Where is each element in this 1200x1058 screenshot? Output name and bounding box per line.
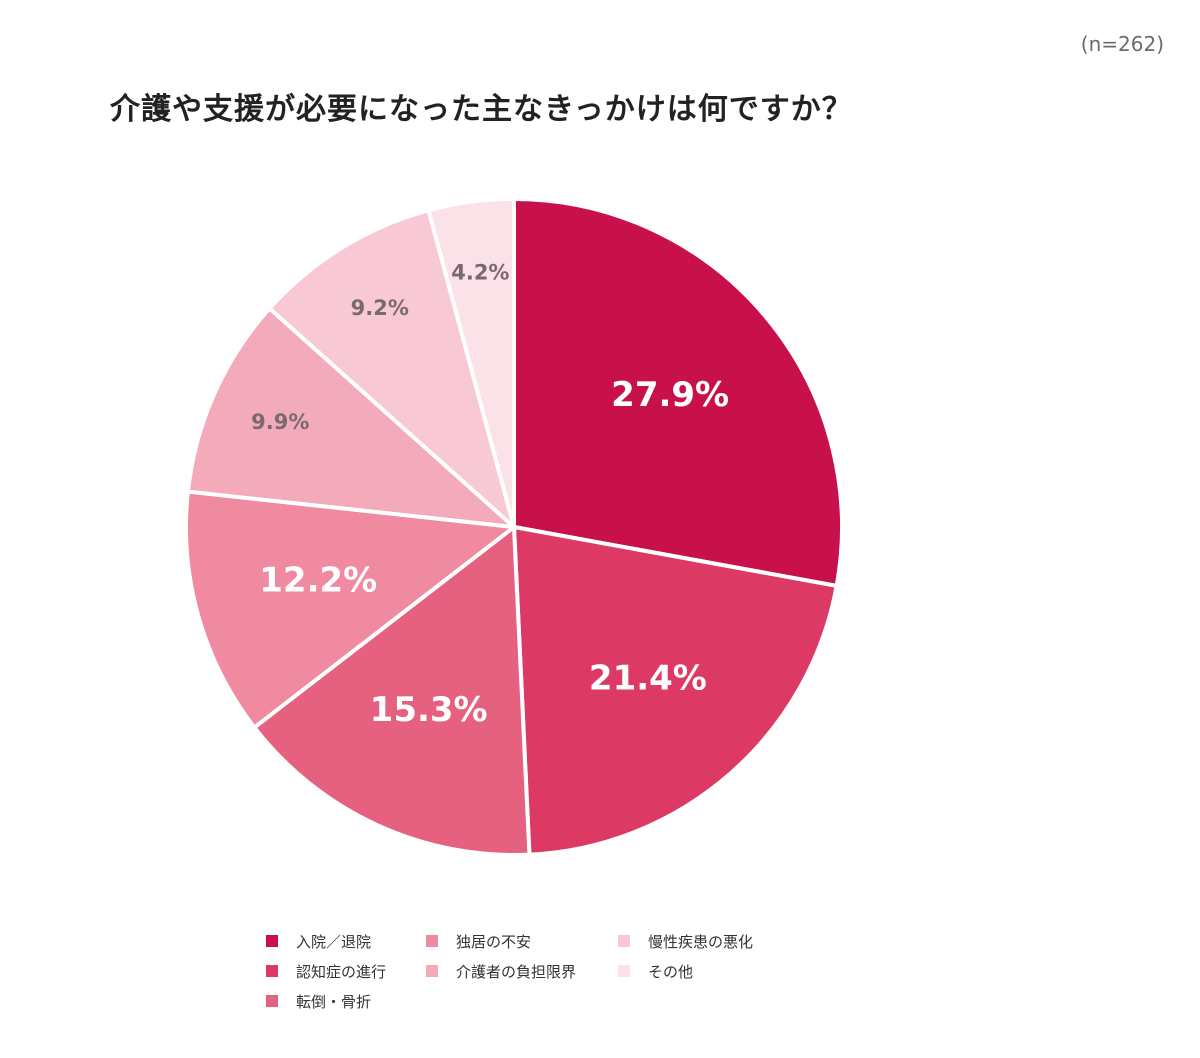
pie-slice-label-4: 12.2% xyxy=(259,561,377,601)
legend-swatch xyxy=(426,965,438,977)
pie-slice-3 xyxy=(252,525,532,857)
pie-slice-label-2: 21.4% xyxy=(589,659,707,699)
legend-swatch xyxy=(618,965,630,977)
pie-slice-6 xyxy=(267,208,516,529)
pie-slice-label-5: 9.9% xyxy=(251,410,309,434)
legend-label: 介護者の負担限界 xyxy=(456,962,577,981)
legend-item: その他 xyxy=(618,956,798,986)
pie-slice-label-7: 4.2% xyxy=(451,260,509,284)
pie-slice-7 xyxy=(426,197,516,529)
legend-label: 転倒・骨折 xyxy=(296,992,372,1011)
pie-chart: 27.9% 21.4% 15.3% 12.2% 9.9% 9.2% 4.2% xyxy=(184,197,844,857)
legend-item: 慢性疾患の悪化 xyxy=(618,926,798,956)
legend-label: 認知症の進行 xyxy=(296,962,387,981)
legend-item: 介護者の負担限界 xyxy=(426,956,618,986)
legend-item: 転倒・骨折 xyxy=(266,986,426,1016)
legend-swatch xyxy=(618,935,630,947)
pie-slice-label-6: 9.2% xyxy=(351,296,409,320)
sample-size-label: (n=262) xyxy=(1080,32,1164,56)
pie-slice-label-1: 27.9% xyxy=(611,375,729,415)
chart-title: 介護や支援が必要になった主なきっかけは何ですか？ xyxy=(110,92,853,127)
legend-swatch xyxy=(266,965,278,977)
pie-slice-5 xyxy=(185,306,516,529)
legend-label: 慢性疾患の悪化 xyxy=(648,932,754,951)
pie-slice-2 xyxy=(512,525,839,857)
pie-slice-1 xyxy=(512,197,844,588)
pie-slice-4 xyxy=(184,489,516,730)
legend-item: 認知症の進行 xyxy=(266,956,426,986)
pie-slice-label-3: 15.3% xyxy=(370,690,488,730)
chart-legend: 入院／退院認知症の進行 転倒・骨折 独居の不安介護者の負担限界 慢性疾患の悪化 その他 xyxy=(266,926,826,1016)
legend-swatch xyxy=(266,995,278,1007)
legend-label: 入院／退院 xyxy=(296,932,372,951)
legend-item: 独居の不安 xyxy=(426,926,618,956)
legend-label: 独居の不安 xyxy=(456,932,532,951)
legend-swatch xyxy=(266,935,278,947)
legend-item: 入院／退院 xyxy=(266,926,426,956)
legend-swatch xyxy=(426,935,438,947)
legend-label: その他 xyxy=(648,962,694,981)
